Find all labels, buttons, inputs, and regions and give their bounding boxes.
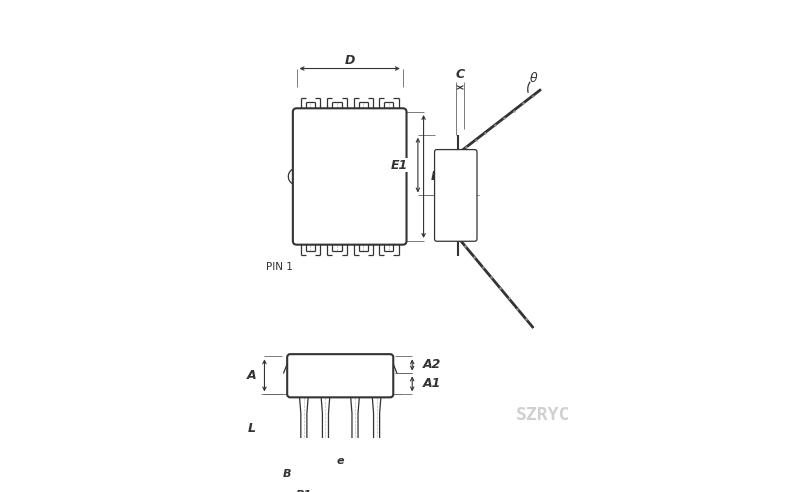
Text: e: e: [336, 456, 344, 465]
Text: C: C: [456, 68, 465, 81]
Text: B: B: [283, 469, 292, 479]
Text: A1: A1: [423, 377, 441, 390]
FancyBboxPatch shape: [287, 354, 393, 398]
Text: θ: θ: [529, 72, 537, 85]
Text: A2: A2: [423, 359, 441, 371]
FancyBboxPatch shape: [292, 108, 406, 245]
Text: D: D: [344, 54, 355, 67]
Text: A: A: [246, 369, 256, 382]
Text: E1: E1: [391, 158, 408, 172]
Text: E: E: [431, 170, 440, 183]
Text: L: L: [248, 422, 256, 435]
Text: PIN 1: PIN 1: [266, 262, 292, 273]
FancyBboxPatch shape: [435, 150, 477, 241]
Text: B1: B1: [296, 490, 312, 492]
Text: SZRYC: SZRYC: [516, 406, 570, 424]
